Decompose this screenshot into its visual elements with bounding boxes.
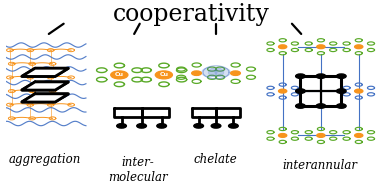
Circle shape: [336, 104, 346, 108]
Circle shape: [355, 89, 363, 93]
Circle shape: [316, 74, 326, 78]
Circle shape: [279, 134, 287, 137]
Polygon shape: [22, 68, 68, 76]
Circle shape: [336, 74, 346, 78]
Circle shape: [137, 124, 146, 128]
Circle shape: [192, 71, 201, 75]
Circle shape: [355, 45, 363, 49]
Circle shape: [229, 124, 238, 128]
Circle shape: [296, 74, 305, 78]
Circle shape: [317, 134, 325, 137]
Text: interannular: interannular: [282, 159, 357, 172]
Ellipse shape: [201, 68, 217, 77]
Text: chelate: chelate: [194, 153, 238, 165]
Circle shape: [117, 124, 126, 128]
Ellipse shape: [215, 68, 231, 77]
Circle shape: [296, 89, 305, 93]
Text: cooperativity: cooperativity: [113, 3, 270, 26]
Circle shape: [279, 89, 287, 93]
Circle shape: [279, 45, 287, 49]
Circle shape: [157, 124, 166, 128]
Text: inter-
molecular: inter- molecular: [108, 156, 168, 184]
Ellipse shape: [208, 68, 224, 77]
Circle shape: [231, 71, 240, 75]
Circle shape: [155, 71, 172, 79]
Circle shape: [194, 124, 203, 128]
Text: aggregation: aggregation: [9, 153, 81, 165]
Circle shape: [211, 124, 221, 128]
Circle shape: [355, 134, 363, 137]
Text: Cu: Cu: [160, 72, 168, 77]
Circle shape: [111, 71, 128, 79]
Circle shape: [336, 89, 346, 93]
Text: Cu: Cu: [115, 72, 124, 77]
Circle shape: [317, 45, 325, 49]
Circle shape: [296, 104, 305, 108]
Circle shape: [316, 104, 326, 108]
Polygon shape: [22, 94, 68, 102]
Polygon shape: [22, 82, 68, 90]
